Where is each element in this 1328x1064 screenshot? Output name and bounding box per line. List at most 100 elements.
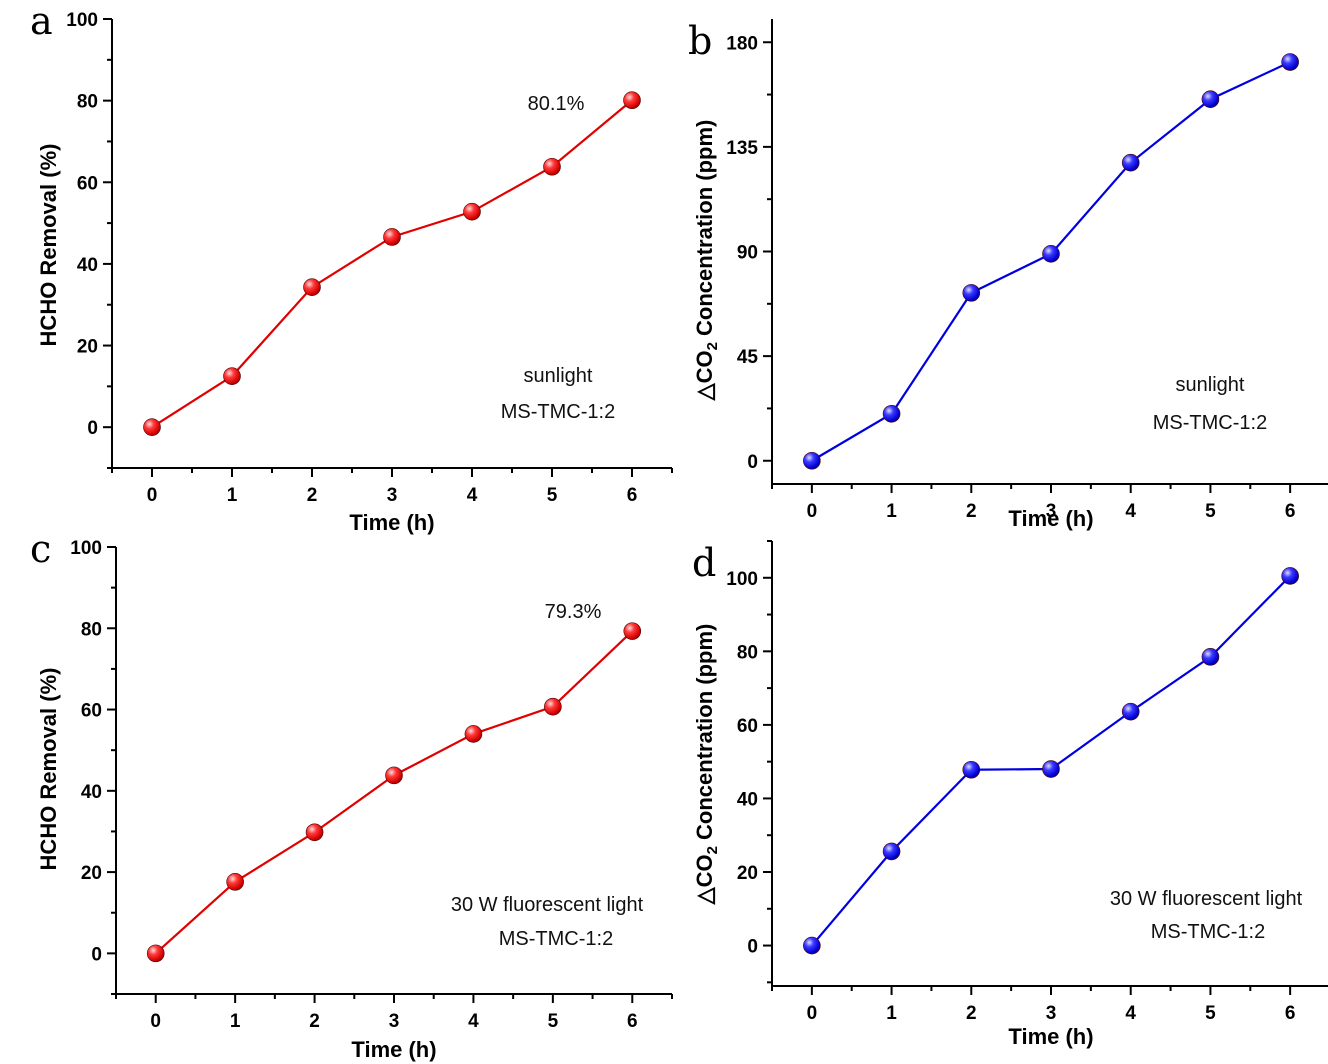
panel-d-xlabel: Time (h) (1008, 1024, 1093, 1049)
panel-d-xtick-label: 0 (807, 1003, 818, 1024)
panel-a-xtick-label: 5 (547, 485, 558, 506)
panel-b-letter: b (688, 19, 712, 63)
panel-b-ytick-label: 180 (726, 33, 758, 54)
panel-b-data-point (1281, 53, 1299, 71)
panel-b-xtick-label: 6 (1285, 501, 1296, 522)
panel-a-xtick-label: 2 (307, 485, 318, 506)
panel-c-annotation-light: 30 W fluorescent light (451, 894, 644, 916)
panel-b-data-point (882, 404, 901, 423)
panel-b-ytick-label: 45 (737, 347, 759, 368)
panel-d-ytick-label: 60 (737, 716, 758, 737)
panel-a-data-point (383, 228, 401, 246)
panel-a-annotation-value: 80.1% (528, 93, 585, 115)
panel-b-ytick-label: 0 (747, 452, 758, 473)
panel-a-annotation-light: sunlight (524, 365, 593, 387)
panel-c-ytick-label: 40 (81, 782, 102, 803)
panel-b-xtick-label: 1 (886, 501, 897, 522)
panel-b-xtick-label: 3 (1046, 501, 1057, 522)
panel-a-xtick-label: 3 (387, 485, 398, 506)
panel-a-data-point (223, 367, 241, 385)
panel-c-ytick-label: 100 (70, 538, 102, 559)
panel-a-ytick-label: 0 (87, 418, 98, 439)
panel-b-annotation-sample: MS-TMC-1:2 (1153, 412, 1267, 434)
panel-c-xtick-label: 3 (389, 1011, 400, 1032)
panel-d-data-point (1042, 760, 1060, 778)
panel-b-xlabel: Time (h) (1008, 506, 1093, 531)
panel-d-data-point (882, 842, 901, 861)
panel-b-xtick-label: 5 (1205, 501, 1216, 522)
panel-a-xtick-label: 1 (227, 485, 238, 506)
panel-a-xlabel: Time (h) (349, 510, 434, 535)
panel-d-data-point (1281, 567, 1299, 585)
panel-d-data-point (803, 936, 821, 955)
panel-c-xtick-label: 4 (468, 1011, 479, 1032)
panel-a-xtick-label: 6 (627, 485, 638, 506)
panel-b-data-point (803, 451, 821, 470)
panel-d-xtick-label: 5 (1205, 1003, 1216, 1024)
panel-a-data-point (143, 418, 161, 436)
panel-d-xtick-label: 2 (966, 1003, 977, 1024)
panel-d-ytick-label: 80 (737, 642, 758, 663)
panel-b-data-point (962, 284, 981, 302)
panel-c-ylabel: HCHO Removal (%) (36, 668, 61, 871)
panel-d-ytick-label: 0 (747, 937, 758, 958)
panel-c-ytick-label: 60 (81, 701, 102, 722)
panel-b-data-point (1042, 245, 1060, 263)
panel-a-ylabel: HCHO Removal (%) (36, 144, 61, 347)
panel-c-xtick-label: 0 (150, 1011, 161, 1032)
panel-d-xtick-label: 6 (1285, 1003, 1296, 1024)
panel-a-data-point (543, 157, 561, 176)
panel-a-ytick-label: 80 (77, 92, 98, 113)
panel-c-data-point (146, 944, 165, 963)
panel-d-data-point (1201, 648, 1220, 666)
panel-b-data-point (1201, 90, 1220, 109)
panel-d-xtick-label: 1 (886, 1003, 897, 1024)
panel-d-annotation-sample: MS-TMC-1:2 (1151, 921, 1265, 943)
panel-c-xtick-label: 6 (627, 1011, 638, 1032)
panel-d-letter: d (692, 541, 716, 585)
panel-c-ytick-label: 20 (81, 863, 102, 884)
panel-c-data-point (623, 622, 642, 640)
panel-c-xtick-label: 2 (309, 1011, 320, 1032)
panel-b-xtick-label: 4 (1125, 501, 1136, 522)
panel-c-xtick-label: 5 (548, 1011, 559, 1032)
panel-d-ytick-label: 20 (737, 863, 758, 884)
panel-d-ytick-label: 100 (726, 569, 758, 590)
panel-d-ylabel: △CO2 Concentration (ppm) (692, 624, 721, 906)
panel-b-xtick-label: 2 (966, 501, 977, 522)
panel-c-xlabel: Time (h) (351, 1037, 436, 1062)
panel-b-data-point (1121, 153, 1140, 172)
panel-a-annotation-sample: MS-TMC-1:2 (501, 401, 615, 423)
panel-a-ytick-label: 20 (77, 337, 98, 358)
panel-d-xtick-label: 3 (1046, 1003, 1057, 1024)
panel-c-data-point (385, 766, 403, 785)
panel-b-xtick-label: 0 (807, 501, 818, 522)
panel-d-annotation-light: 30 W fluorescent light (1110, 888, 1303, 910)
panel-d-data-point (962, 760, 981, 779)
panel-c-annotation-value: 79.3% (545, 601, 602, 623)
panel-d-xtick-label: 4 (1125, 1003, 1136, 1024)
panel-a-data-point (623, 91, 641, 110)
panel-c-ytick-label: 0 (91, 944, 102, 965)
panel-c-data-point (464, 725, 483, 743)
panel-a-ytick-label: 40 (77, 255, 98, 276)
panel-c-data-point (305, 823, 324, 842)
panel-a-data-point (303, 278, 321, 296)
panel-a-ytick-label: 60 (77, 173, 98, 194)
panel-a-xtick-label: 0 (147, 485, 158, 506)
panel-a-data-point (463, 202, 481, 221)
panel-c-letter: c (30, 527, 51, 571)
panel-c-data-point (226, 873, 244, 891)
panel-c-xtick-label: 1 (230, 1011, 241, 1032)
panel-b-ytick-label: 90 (737, 243, 758, 264)
panel-c-data-point (544, 697, 562, 716)
